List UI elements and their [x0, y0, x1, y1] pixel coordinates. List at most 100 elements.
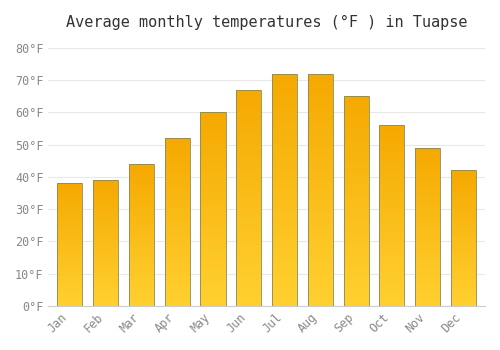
- Bar: [58, 203, 82, 205]
- Bar: [200, 240, 226, 244]
- Bar: [344, 147, 368, 151]
- Bar: [58, 254, 82, 257]
- Bar: [308, 241, 333, 245]
- Bar: [164, 245, 190, 249]
- Bar: [272, 125, 297, 130]
- Bar: [451, 233, 476, 236]
- Bar: [236, 133, 262, 137]
- Bar: [415, 173, 440, 176]
- Bar: [308, 236, 333, 241]
- Bar: [129, 263, 154, 266]
- Bar: [380, 176, 404, 180]
- Bar: [380, 172, 404, 176]
- Bar: [93, 243, 118, 245]
- Bar: [380, 277, 404, 281]
- Bar: [93, 286, 118, 288]
- Bar: [164, 165, 190, 168]
- Bar: [272, 292, 297, 296]
- Bar: [380, 132, 404, 136]
- Bar: [344, 126, 368, 130]
- Bar: [200, 201, 226, 205]
- Bar: [200, 190, 226, 194]
- Bar: [272, 250, 297, 255]
- Bar: [58, 188, 82, 191]
- Bar: [344, 247, 368, 251]
- Bar: [308, 190, 333, 194]
- Bar: [451, 200, 476, 203]
- Bar: [93, 230, 118, 233]
- Bar: [308, 255, 333, 259]
- Bar: [200, 271, 226, 275]
- Bar: [380, 169, 404, 172]
- Bar: [272, 259, 297, 264]
- Bar: [415, 239, 440, 243]
- Bar: [164, 198, 190, 202]
- Bar: [308, 139, 333, 143]
- Bar: [344, 264, 368, 268]
- Bar: [380, 201, 404, 205]
- Bar: [415, 243, 440, 246]
- Bar: [451, 208, 476, 211]
- Bar: [93, 205, 118, 208]
- Title: Average monthly temperatures (°F ) in Tuapse: Average monthly temperatures (°F ) in Tu…: [66, 15, 468, 30]
- Bar: [380, 150, 404, 154]
- Bar: [58, 272, 82, 274]
- Bar: [451, 298, 476, 300]
- Bar: [200, 147, 226, 151]
- Bar: [308, 204, 333, 208]
- Bar: [236, 111, 262, 116]
- Bar: [415, 183, 440, 186]
- Bar: [272, 102, 297, 106]
- Bar: [93, 195, 118, 198]
- Bar: [415, 208, 440, 211]
- Bar: [308, 171, 333, 176]
- Bar: [415, 290, 440, 293]
- Bar: [58, 279, 82, 281]
- Bar: [236, 163, 262, 168]
- Bar: [380, 205, 404, 208]
- Bar: [451, 176, 476, 178]
- Bar: [272, 97, 297, 101]
- Bar: [200, 178, 226, 182]
- Bar: [380, 223, 404, 226]
- Bar: [380, 129, 404, 132]
- Bar: [344, 113, 368, 117]
- Bar: [451, 178, 476, 181]
- Bar: [451, 170, 476, 306]
- Bar: [236, 172, 262, 176]
- Bar: [308, 227, 333, 231]
- Bar: [129, 215, 154, 218]
- Bar: [451, 300, 476, 303]
- Bar: [129, 218, 154, 221]
- Bar: [308, 259, 333, 264]
- Bar: [451, 257, 476, 260]
- Bar: [272, 255, 297, 259]
- Bar: [93, 198, 118, 200]
- Bar: [93, 296, 118, 298]
- Bar: [451, 205, 476, 208]
- Bar: [236, 142, 262, 146]
- Bar: [415, 300, 440, 303]
- Bar: [200, 124, 226, 128]
- Bar: [236, 297, 262, 301]
- Bar: [380, 216, 404, 219]
- Bar: [272, 236, 297, 241]
- Bar: [415, 167, 440, 170]
- Bar: [58, 286, 82, 289]
- Bar: [415, 151, 440, 154]
- Bar: [93, 291, 118, 293]
- Bar: [451, 271, 476, 273]
- Bar: [164, 266, 190, 269]
- Bar: [272, 74, 297, 306]
- Bar: [129, 292, 154, 294]
- Bar: [380, 248, 404, 252]
- Bar: [58, 208, 82, 210]
- Bar: [380, 180, 404, 183]
- Bar: [93, 260, 118, 263]
- Bar: [164, 205, 190, 209]
- Bar: [236, 194, 262, 198]
- Bar: [415, 249, 440, 252]
- Bar: [164, 239, 190, 242]
- Bar: [308, 88, 333, 92]
- Bar: [164, 279, 190, 282]
